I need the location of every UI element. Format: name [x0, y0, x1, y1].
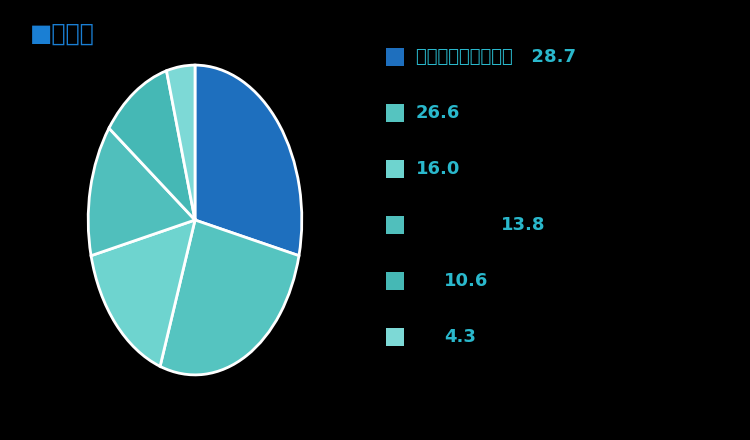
- Text: ■夢は？: ■夢は？: [30, 22, 94, 46]
- Wedge shape: [166, 65, 195, 220]
- Wedge shape: [91, 220, 195, 367]
- Text: トップスタイリスト   28.7: トップスタイリスト 28.7: [416, 48, 575, 66]
- Wedge shape: [88, 128, 195, 256]
- Text: 16.0: 16.0: [416, 160, 460, 178]
- Text: 10.6: 10.6: [444, 272, 488, 290]
- Wedge shape: [195, 65, 302, 256]
- Text: 4.3: 4.3: [444, 328, 476, 345]
- Text: 26.6: 26.6: [416, 104, 460, 122]
- Text: 13.8: 13.8: [501, 216, 545, 234]
- Wedge shape: [160, 220, 299, 375]
- Wedge shape: [109, 71, 195, 220]
